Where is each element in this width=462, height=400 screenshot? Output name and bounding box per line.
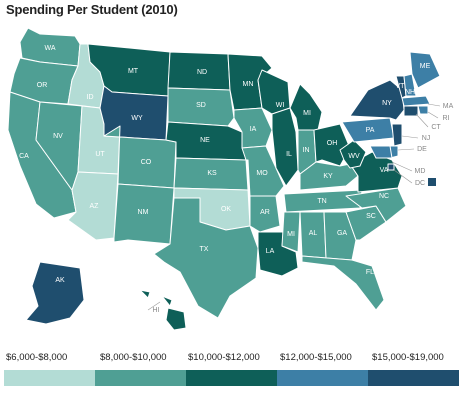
legend-swatch-0 [4, 370, 95, 386]
state-label-ca: CA [19, 153, 29, 160]
state-label-tn: TN [317, 198, 326, 205]
state-label-ak: AK [55, 277, 65, 284]
state-label-ky: KY [323, 173, 333, 180]
state-label-wi: WI [276, 102, 285, 109]
state-label-fl: FL [366, 269, 374, 276]
legend-label-0: $6,000-$8,000 [6, 352, 68, 363]
state-label-ma: MA [443, 103, 454, 110]
leader-line-ma [427, 103, 441, 107]
state-label-nd: ND [197, 69, 207, 76]
state-label-md: MD [415, 168, 426, 175]
state-label-sd: SD [196, 102, 206, 109]
state-nh [403, 73, 417, 97]
state-label-ar: AR [260, 209, 270, 216]
legend-swatch-3 [277, 370, 368, 386]
state-label-al: AL [309, 230, 318, 237]
state-label-la: LA [266, 248, 275, 255]
state-label-id: ID [87, 94, 94, 101]
state-label-nv: NV [53, 133, 63, 140]
state-label-mn: MN [243, 81, 254, 88]
state-label-nc: NC [379, 193, 389, 200]
state-label-or: OR [37, 82, 48, 89]
state-label-sc: SC [366, 213, 376, 220]
legend-swatch-4 [368, 370, 459, 386]
state-md [369, 145, 393, 159]
state-nj [391, 123, 403, 147]
state-label-pa: PA [366, 127, 375, 134]
state-label-mt: MT [128, 68, 139, 75]
state-label-wy: WY [131, 115, 143, 122]
state-label-mo: MO [256, 170, 268, 177]
state-label-de: DE [417, 146, 427, 153]
state-label-vt: VT [396, 83, 406, 90]
legend-label-2: $10,000-$12,000 [188, 352, 260, 363]
state-ak [25, 261, 85, 325]
state-az [67, 171, 119, 241]
leader-line-ct [415, 113, 429, 128]
state-label-mi: MI [287, 231, 295, 238]
state-label-il: IL [286, 151, 292, 158]
leader-line-hi [147, 301, 161, 311]
state-label-me: ME [420, 63, 431, 70]
state-label-nj: NJ [422, 135, 431, 142]
state-label-ga: GA [337, 230, 347, 237]
labels-layer: WA OR CA ID NV UT AZ MT WY CO NM ND SD NE KS OK TX MN IA MO… [19, 45, 453, 314]
map-title: Spending Per Student (2010) [6, 2, 178, 17]
state-label-ny: NY [382, 100, 392, 107]
legend-label-4: $15,000-$19,000 [372, 352, 444, 363]
legend-bar [4, 370, 459, 386]
state-tx [153, 197, 259, 319]
state-label-hi: HI [153, 307, 160, 314]
state-label-ri: RI [443, 115, 450, 122]
state-mi [289, 83, 323, 131]
state-label-ok: OK [221, 206, 231, 213]
state-label-wa: WA [44, 45, 55, 52]
state-fl [301, 255, 385, 311]
state-label-nh: NH [405, 89, 415, 96]
state-wi [257, 69, 291, 115]
state-label-nm: NM [138, 209, 149, 216]
state-label-oh: OH [327, 140, 338, 147]
state-label-mi: MI [303, 110, 311, 117]
state-label-va: VA [380, 167, 389, 174]
state-label-az: AZ [90, 203, 100, 210]
legend-labels: $6,000-$8,000 $8,000-$10,000 $10,000-$12,0… [0, 352, 462, 366]
state-ri [417, 105, 429, 115]
leader-line-de [397, 148, 415, 151]
state-label-ne: NE [200, 137, 210, 144]
state-ga [323, 211, 357, 261]
state-ct [403, 105, 419, 117]
state-label-co: CO [141, 159, 152, 166]
state-ar [249, 195, 281, 233]
leaders-layer [147, 103, 441, 311]
legend-swatch-1 [95, 370, 186, 386]
legend-swatch-2 [186, 370, 277, 386]
states-layer [7, 27, 441, 331]
dc-marker [428, 178, 436, 186]
leader-line-nj [401, 135, 419, 139]
state-label-wv: WV [348, 153, 360, 160]
state-label-ut: UT [95, 151, 105, 158]
state-label-dc: DC [415, 180, 425, 187]
state-mi [281, 211, 301, 253]
leader-line-md [391, 161, 413, 172]
state-label-in: IN [303, 147, 310, 154]
leader-line-ri [427, 111, 439, 119]
legend-label-1: $8,000-$10,000 [100, 352, 167, 363]
leader-line-dc [393, 169, 413, 184]
state-label-ct: CT [431, 124, 441, 131]
state-ma [401, 95, 431, 107]
state-label-ks: KS [207, 170, 217, 177]
state-il [271, 107, 299, 187]
state-label-ia: IA [250, 126, 257, 133]
state-tn-ms [283, 189, 363, 213]
state-hi [139, 289, 187, 331]
state-dc [387, 163, 395, 171]
state-me [409, 51, 441, 89]
legend-label-3: $12,000-$15,000 [280, 352, 352, 363]
state-label-tx: TX [200, 246, 209, 253]
state-sd [167, 87, 235, 127]
